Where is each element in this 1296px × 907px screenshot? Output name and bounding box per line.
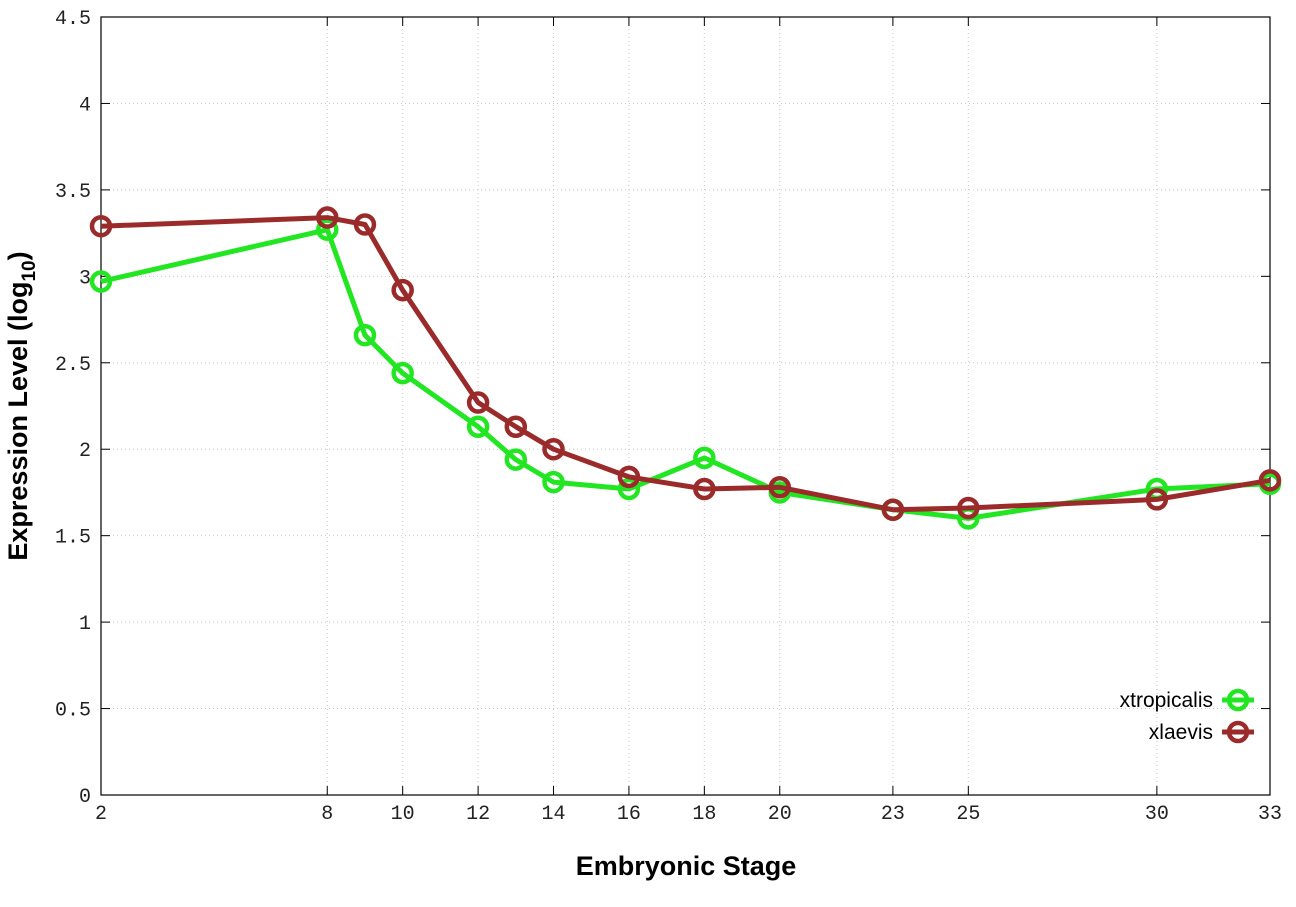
data-point-xlaevis xyxy=(1258,469,1282,492)
x-tick-label: 10 xyxy=(391,803,415,826)
data-point-xlaevis xyxy=(881,498,905,521)
data-point-xlaevis xyxy=(1145,488,1169,511)
data-point-xtropicalis xyxy=(504,448,528,471)
series-line-xtropicalis xyxy=(100,227,1271,521)
legend-marker-xtropicalis xyxy=(1226,688,1250,712)
series-xtropicalis xyxy=(89,218,1282,530)
y-tick-label: 0.5 xyxy=(55,700,91,723)
plot-frame xyxy=(100,16,1271,796)
data-point-xtropicalis xyxy=(316,218,339,241)
x-tick-label: 14 xyxy=(542,803,566,826)
x-axis-title: Embryonic Stage xyxy=(576,851,797,881)
y-tick-label: 2.5 xyxy=(55,354,91,377)
series-layer xyxy=(89,206,1282,530)
series-xlaevis xyxy=(89,206,1282,521)
legend: xtropicalis xlaevis xyxy=(1120,688,1254,744)
x-tick-label: 25 xyxy=(956,803,980,826)
legend-item-xtropicalis: xtropicalis xyxy=(1120,688,1254,712)
data-point-xtropicalis xyxy=(391,361,414,385)
legend-label-xlaevis: xlaevis xyxy=(1149,721,1213,744)
data-point-xlaevis xyxy=(693,477,716,501)
x-tick-label: 8 xyxy=(321,803,333,826)
data-point-xlaevis xyxy=(89,214,113,238)
data-point-xtropicalis xyxy=(353,323,377,347)
data-point-xlaevis xyxy=(391,278,414,302)
y-tick-label: 4.5 xyxy=(55,8,91,31)
data-point-xlaevis xyxy=(466,391,490,414)
legend-marker-xlaevis xyxy=(1226,720,1250,744)
y-axis-title-close: ) xyxy=(3,251,33,260)
data-point-xlaevis xyxy=(957,496,980,520)
y-tick-label: 3 xyxy=(79,267,91,290)
data-point-xlaevis xyxy=(768,476,792,499)
series-line-xlaevis xyxy=(100,215,1271,513)
data-point-xlaevis xyxy=(353,213,377,236)
legend-label-xtropicalis: xtropicalis xyxy=(1120,689,1213,712)
x-tick-label: 20 xyxy=(768,803,792,826)
x-tick-label: 33 xyxy=(1258,803,1282,826)
x-tick-label: 12 xyxy=(466,803,490,826)
y-tick-label: 4 xyxy=(79,94,91,117)
y-tick-label: 1 xyxy=(79,613,91,636)
y-tick-label: 0 xyxy=(79,786,91,809)
y-axis-title-subscript: 10 xyxy=(19,260,40,281)
data-point-xlaevis xyxy=(504,415,528,438)
data-point-xtropicalis xyxy=(542,470,565,494)
y-tick-label: 1.5 xyxy=(55,527,91,550)
data-point-xlaevis xyxy=(542,437,565,461)
data-point-xlaevis xyxy=(316,206,339,229)
y-axis-title-main: Expression Level (log xyxy=(3,282,33,561)
legend-item-xlaevis: xlaevis xyxy=(1149,720,1254,744)
data-point-xtropicalis xyxy=(466,415,490,438)
axis-ticks: 0 0.5 1 1.5 2 2.5 3 3.5 4 4.5 2 8 10 12 14 16 18 20 23 25 30… xyxy=(55,8,1282,826)
data-point-xtropicalis xyxy=(693,446,716,470)
y-tick-label: 2 xyxy=(79,440,91,463)
y-axis-title: Expression Level (log10) xyxy=(3,251,40,560)
x-tick-label: 2 xyxy=(95,803,107,826)
x-tick-label: 23 xyxy=(881,803,905,826)
y-tick-label: 3.5 xyxy=(55,181,91,204)
data-point-xtropicalis xyxy=(617,477,641,501)
x-tick-label: 16 xyxy=(617,803,641,826)
x-tick-label: 18 xyxy=(692,803,716,826)
data-point-xtropicalis xyxy=(89,270,113,293)
grid xyxy=(101,17,1270,795)
data-point-xlaevis xyxy=(617,465,641,489)
x-tick-label: 30 xyxy=(1145,803,1169,826)
